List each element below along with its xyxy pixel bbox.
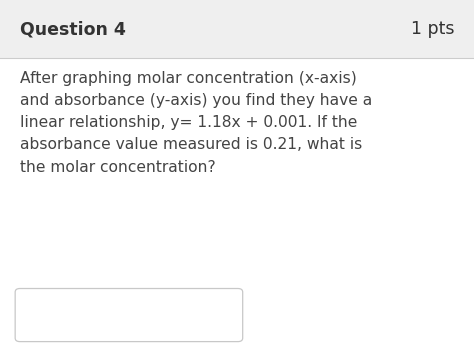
FancyBboxPatch shape bbox=[15, 289, 243, 342]
Text: 1 pts: 1 pts bbox=[410, 20, 454, 38]
Text: After graphing molar concentration (x-axis)
and absorbance (y-axis) you find the: After graphing molar concentration (x-ax… bbox=[20, 71, 372, 175]
Bar bbox=[0, 0, 474, 58]
Text: Question 4: Question 4 bbox=[20, 20, 126, 38]
